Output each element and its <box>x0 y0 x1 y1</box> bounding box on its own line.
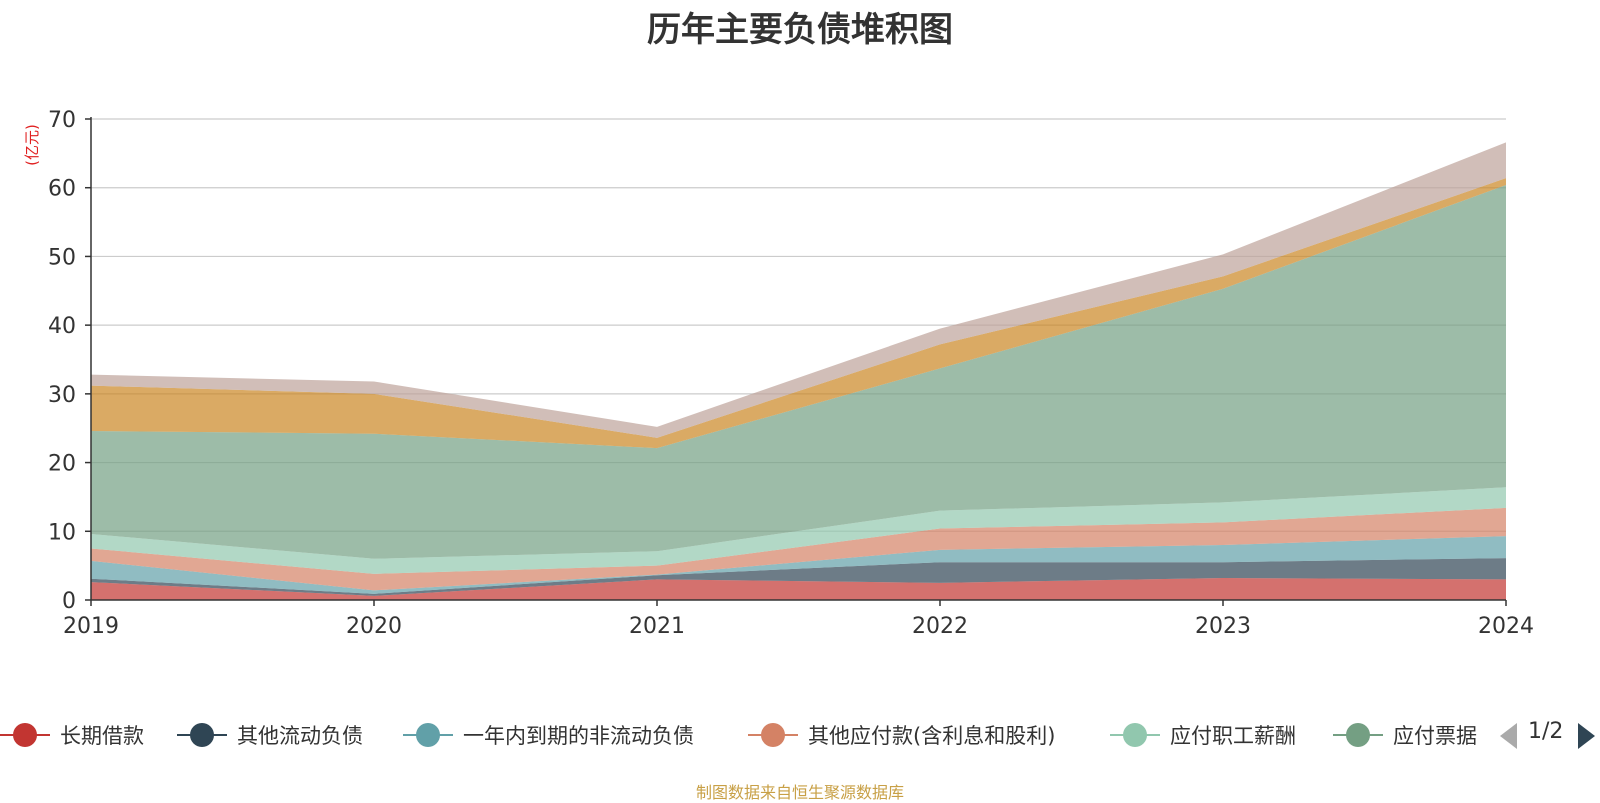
area-series-6 <box>91 184 1506 559</box>
legend-page-indicator: 1/2 <box>1528 719 1564 744</box>
legend-marker-icon <box>748 715 798 755</box>
y-tick-label: 50 <box>48 245 76 270</box>
legend-items: 长期借款 其他流动负债 一年内到期的非流动负债 其他应付款(含利息和股利) 应付职工薪酬… <box>0 715 1480 755</box>
legend-marker-icon <box>1110 715 1160 755</box>
legend-label: 一年内到期的非流动负债 <box>463 724 694 748</box>
y-tick-label: 0 <box>62 589 76 614</box>
area-series-3 <box>91 536 1506 594</box>
y-tick-label: 40 <box>48 314 76 339</box>
stacked-areas <box>91 142 1506 600</box>
legend-marker-icon <box>0 715 50 755</box>
area-series-2 <box>91 558 1506 596</box>
x-tick-label: 2022 <box>912 614 968 639</box>
legend-marker-icon <box>177 715 227 755</box>
x-tick-label: 2019 <box>63 614 119 639</box>
y-tick-label: 20 <box>48 452 76 477</box>
legend-next-page-icon[interactable] <box>1578 723 1595 749</box>
area-series-7 <box>91 178 1506 449</box>
area-series-8 <box>91 142 1506 438</box>
x-tick-label: 2020 <box>346 614 402 639</box>
legend-label: 应付票据 <box>1393 724 1477 748</box>
legend-item[interactable]: 其他流动负债 <box>177 715 363 755</box>
legend: 长期借款 其他流动负债 一年内到期的非流动负债 其他应付款(含利息和股利) 应付职工薪酬… <box>0 715 1600 755</box>
legend-item[interactable]: 应付票据 <box>1333 715 1477 755</box>
y-tick-label: 60 <box>48 177 76 202</box>
legend-pager: 1/2 <box>1495 715 1600 755</box>
legend-item[interactable]: 一年内到期的非流动负债 <box>403 715 694 755</box>
source-note: 制图数据来自恒生聚源数据库 <box>695 783 904 802</box>
axes: 0 10 20 30 40 50 60 70 2019 2020 2021 2022 2023 2024 <box>48 108 1534 639</box>
y-tick-label: 30 <box>48 383 76 408</box>
legend-label: 其他应付款(含利息和股利) <box>808 724 1056 748</box>
x-tick-label: 2024 <box>1478 614 1534 639</box>
y-axis-label: (亿元) <box>23 124 41 166</box>
legend-item[interactable]: 其他应付款(含利息和股利) <box>748 715 1055 755</box>
legend-marker-icon <box>403 715 453 755</box>
y-tick-label: 70 <box>48 108 76 133</box>
area-series-5 <box>91 487 1506 574</box>
legend-label: 长期借款 <box>60 724 144 748</box>
legend-prev-page-icon[interactable] <box>1500 723 1517 749</box>
legend-item[interactable]: 应付职工薪酬 <box>1110 715 1296 755</box>
legend-item[interactable]: 长期借款 <box>0 715 144 755</box>
x-tick-label: 2021 <box>629 614 685 639</box>
y-tick-label: 10 <box>48 520 76 545</box>
legend-marker-icon <box>1333 715 1383 755</box>
legend-label: 应付职工薪酬 <box>1170 724 1296 748</box>
legend-label: 其他流动负债 <box>237 724 363 748</box>
area-series-4 <box>91 507 1506 591</box>
x-tick-label: 2023 <box>1195 614 1251 639</box>
chart-title: 历年主要负债堆积图 <box>647 10 953 50</box>
area-series-1 <box>91 578 1506 600</box>
